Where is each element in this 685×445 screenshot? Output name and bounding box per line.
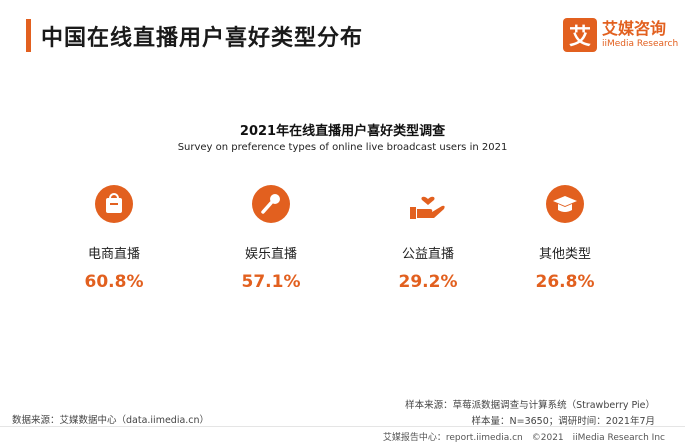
sample-source: 样本来源：草莓派数据调查与计算系统（Strawberry Pie）: [405, 400, 655, 411]
category-value: 57.1%: [241, 272, 301, 292]
category-value: 60.8%: [84, 272, 144, 292]
graduation-cap-icon: [495, 184, 635, 224]
sample-info: 样本量：N=3650；调研时间：2021年7月: [471, 416, 655, 427]
footer-divider: [0, 426, 685, 427]
microphone-icon: [201, 184, 341, 224]
category-ecommerce: 电商直播 60.8%: [44, 184, 184, 292]
data-source: 数据来源：艾媒数据中心（data.iimedia.cn）: [12, 415, 210, 426]
category-other: 其他类型 26.8%: [495, 184, 635, 292]
shopping-bag-icon: [44, 184, 184, 224]
logo-name-en: iiMedia Research: [602, 39, 679, 49]
category-label: 其他类型: [538, 247, 591, 262]
page-title: 中国在线直播用户喜好类型分布: [41, 26, 364, 51]
category-charity: 公益直播 29.2%: [358, 184, 498, 292]
chart-title: 2021年在线直播用户喜好类型调查: [239, 124, 446, 139]
copyright: 艾媒报告中心：report.iimedia.cn ©2021 iiMedia R…: [382, 433, 665, 443]
hand-heart-icon: [358, 184, 498, 224]
logo-mark: 艾: [563, 18, 597, 52]
category-label: 公益直播: [401, 247, 454, 262]
logo-text: 艾媒咨询 iiMedia Research: [602, 20, 678, 50]
category-label: 电商直播: [87, 247, 140, 262]
logo-name-cn: 艾媒咨询: [602, 19, 667, 38]
title-accent-bar: [26, 19, 31, 52]
iimedia-logo: 艾 艾媒咨询 iiMedia Research: [563, 18, 678, 52]
category-value: 29.2%: [398, 272, 458, 292]
category-value: 26.8%: [535, 272, 595, 292]
category-label: 娱乐直播: [244, 247, 297, 262]
category-entertainment: 娱乐直播 57.1%: [201, 184, 341, 292]
chart-subtitle: Survey on preference types of online liv…: [177, 142, 508, 153]
